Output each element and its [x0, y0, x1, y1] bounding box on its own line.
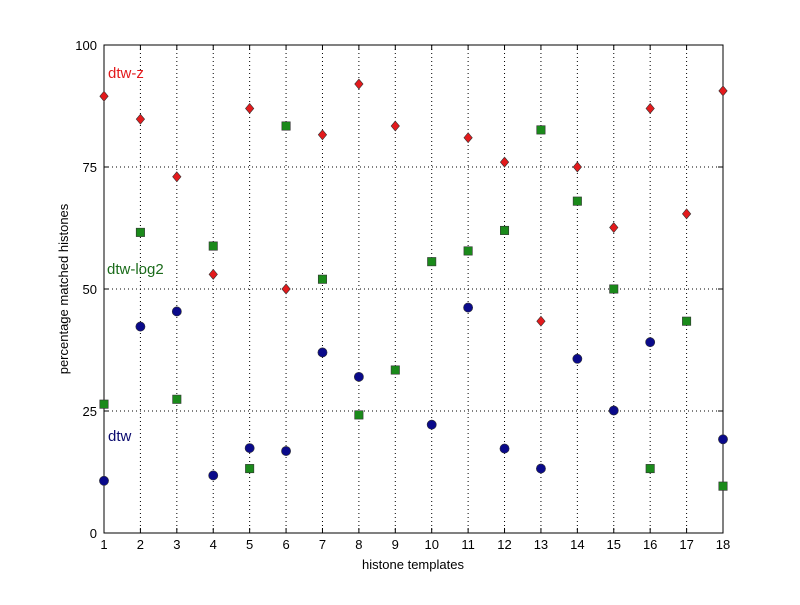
data-point-dtw: [281, 446, 291, 456]
plot-background: [104, 45, 723, 533]
data-point-dtw-log2: [609, 284, 619, 294]
series-label-dtw-log2: dtw-log2: [107, 261, 164, 278]
x-tick-label: 14: [570, 537, 584, 552]
x-axis-label: histone templates: [362, 557, 464, 572]
x-tick-label: 3: [173, 537, 180, 552]
data-point-dtw-z: [208, 268, 218, 280]
data-point-dtw: [317, 347, 328, 358]
data-point-dtw-z: [681, 208, 692, 220]
y-tick-label: 0: [90, 526, 97, 541]
data-point-dtw-z: [572, 161, 582, 173]
data-point-dtw-log2: [572, 196, 582, 206]
data-point-dtw-z: [245, 102, 255, 114]
data-point-dtw-z: [499, 156, 510, 168]
x-tick-label: 7: [319, 537, 326, 552]
x-tick-label: 15: [607, 537, 621, 552]
data-point-dtw: [572, 353, 583, 364]
data-point-dtw: [645, 337, 656, 348]
data-point-dtw-log2: [427, 257, 437, 267]
data-point-dtw: [718, 434, 728, 445]
x-tick-label: 9: [392, 537, 399, 552]
data-point-dtw-z: [172, 171, 182, 183]
data-point-dtw-z: [536, 315, 546, 327]
data-point-dtw: [135, 321, 146, 332]
data-point-dtw: [608, 405, 619, 416]
data-point-dtw-log2: [682, 316, 692, 326]
x-tick-label: 10: [424, 537, 438, 552]
data-point-dtw: [463, 302, 474, 313]
data-point-dtw-log2: [281, 121, 291, 131]
x-tick-label: 4: [210, 537, 217, 552]
x-tick-label: 12: [497, 537, 511, 552]
data-point-dtw-z: [354, 78, 364, 90]
y-tick-label: 25: [83, 404, 97, 419]
x-tick-label: 2: [137, 537, 144, 552]
x-tick-label: 18: [716, 537, 730, 552]
series-label-dtw: dtw: [108, 428, 132, 445]
data-point-dtw-log2: [317, 274, 327, 284]
data-point-dtw-z: [317, 129, 328, 141]
data-point-dtw-z: [609, 222, 619, 233]
data-point-dtw-log2: [536, 125, 546, 135]
data-point-dtw-log2: [718, 481, 728, 491]
x-tick-label: 17: [679, 537, 693, 552]
y-tick-label: 100: [75, 38, 97, 53]
x-tick-label: 1: [100, 537, 107, 552]
data-point-dtw: [536, 463, 546, 474]
x-tick-label: 5: [246, 537, 253, 552]
data-point-dtw: [426, 419, 437, 430]
data-point-dtw: [99, 475, 109, 486]
y-tick-label: 75: [83, 160, 97, 175]
data-point-dtw: [208, 470, 219, 481]
data-point-dtw-log2: [208, 241, 218, 251]
data-point-dtw: [353, 371, 364, 382]
data-point-dtw-z: [99, 90, 109, 102]
data-point-dtw-log2: [354, 410, 364, 420]
data-point-dtw-log2: [99, 399, 109, 409]
data-point-dtw: [244, 443, 255, 453]
data-point-dtw-log2: [135, 227, 145, 237]
data-point-dtw-log2: [645, 464, 655, 474]
data-point-dtw-log2: [500, 225, 510, 235]
axis-ticks: [103, 44, 724, 534]
data-point-dtw-z: [463, 132, 473, 144]
x-tick-label: 8: [355, 537, 362, 552]
series-label-dtw-z: dtw-z: [108, 65, 144, 82]
data-point-dtw-z: [281, 283, 291, 295]
data-points: [99, 78, 728, 491]
x-tick-label: 13: [534, 537, 548, 552]
data-point-dtw-z: [135, 113, 146, 125]
data-point-dtw: [171, 306, 182, 317]
data-point-dtw-log2: [172, 394, 182, 404]
y-tick-label: 50: [83, 282, 97, 297]
x-tick-label: 11: [461, 537, 475, 552]
y-axis-label: percentage matched histones: [56, 203, 71, 374]
data-point-dtw-log2: [463, 246, 473, 256]
x-tick-label: 16: [643, 537, 657, 552]
data-point-dtw-z: [718, 85, 728, 97]
data-point-dtw-z: [390, 120, 400, 132]
data-point-dtw-z: [645, 102, 655, 114]
data-point-dtw-log2: [245, 464, 255, 474]
data-point-dtw: [499, 443, 510, 454]
data-point-dtw-log2: [390, 365, 400, 375]
x-tick-label: 6: [282, 537, 289, 552]
